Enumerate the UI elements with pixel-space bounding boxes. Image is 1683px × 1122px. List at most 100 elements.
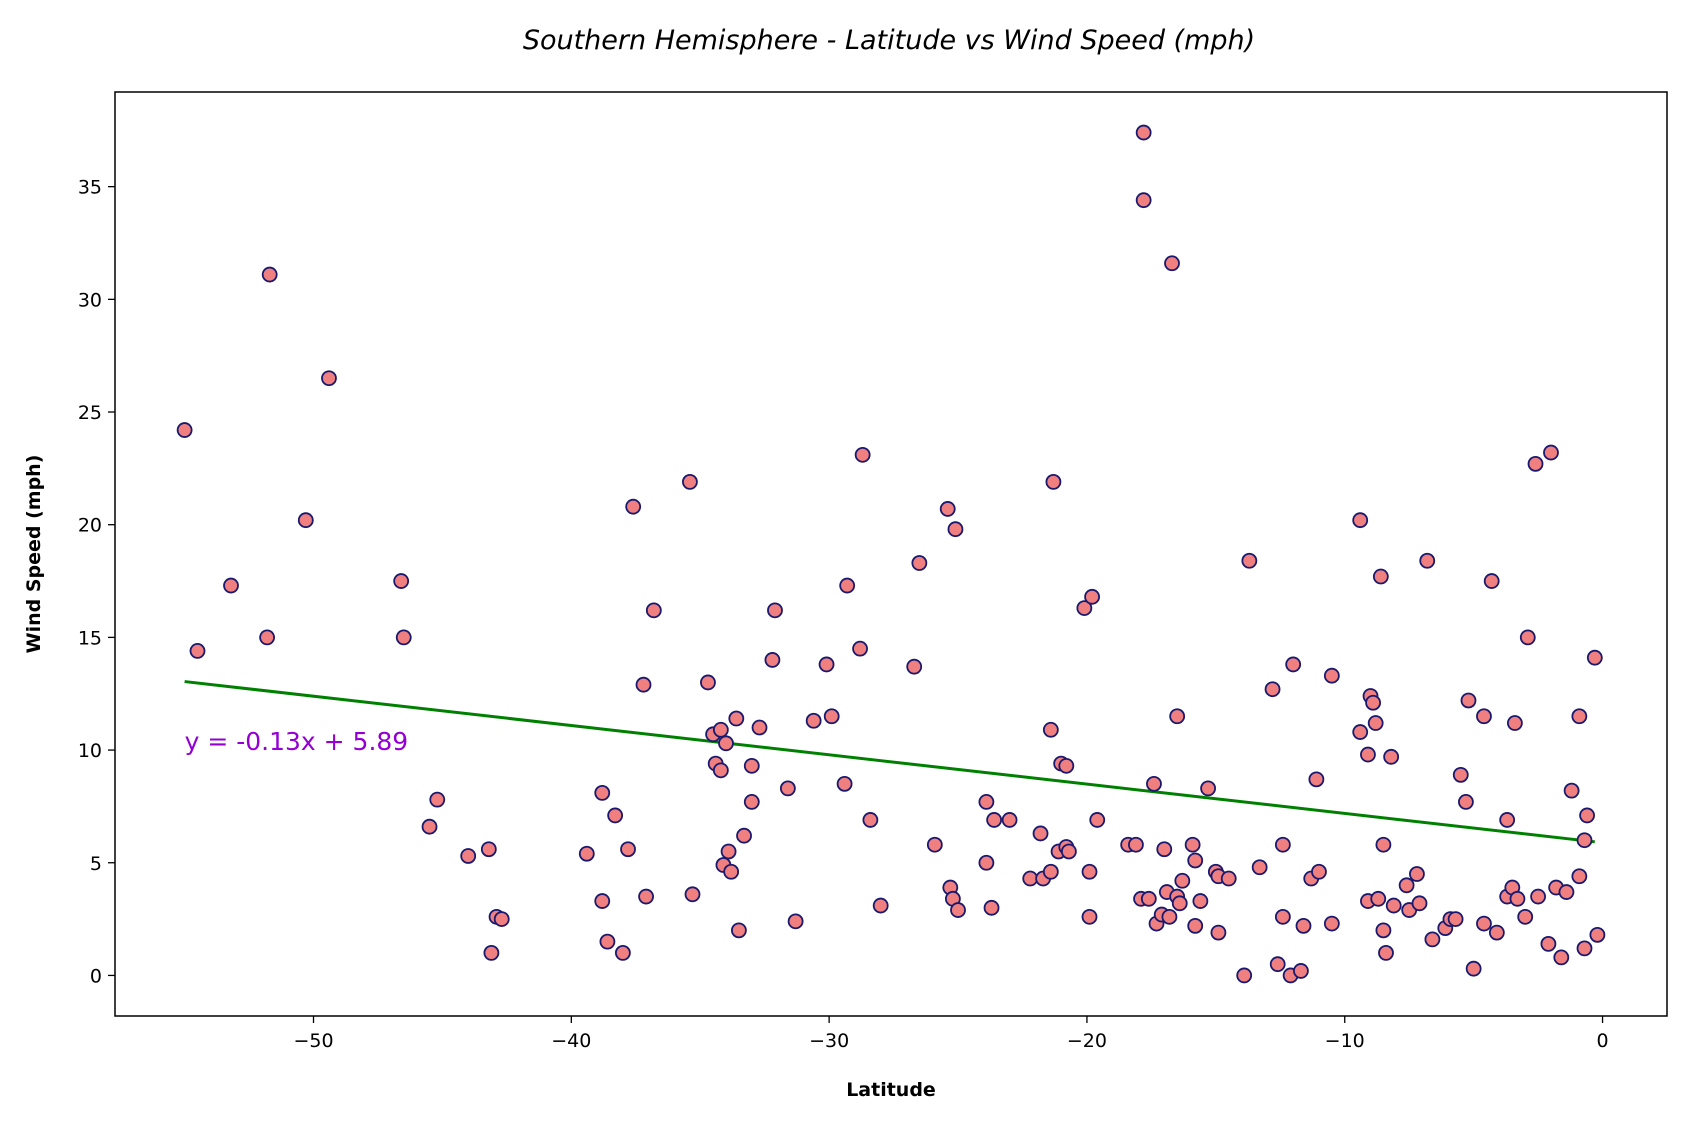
data-point	[700, 674, 716, 691]
data-point	[743, 757, 760, 774]
data-point	[1146, 775, 1162, 792]
data-point	[1089, 812, 1106, 828]
data-point	[1519, 629, 1536, 646]
data-point	[1488, 924, 1505, 941]
y-tick-label: 15	[78, 627, 102, 649]
data-point	[1506, 715, 1523, 731]
data-point	[1540, 935, 1557, 952]
data-point	[645, 602, 662, 619]
data-point	[1042, 721, 1059, 738]
data-point	[779, 780, 796, 797]
data-point	[805, 712, 822, 729]
data-point	[862, 812, 879, 828]
data-point	[1527, 455, 1544, 472]
data-point	[1001, 812, 1018, 828]
x-tick-label: −50	[293, 1030, 333, 1052]
data-point	[1383, 748, 1400, 765]
y-tick-label: 5	[90, 853, 102, 875]
data-point	[1530, 888, 1546, 905]
data-point	[718, 735, 734, 752]
data-point	[983, 899, 1000, 916]
data-point	[189, 643, 206, 659]
x-tick-label: −20	[1067, 1030, 1107, 1052]
data-point	[395, 629, 412, 646]
data-point	[1084, 588, 1100, 605]
data-point	[736, 827, 752, 844]
x-axis-label: Latitude	[846, 1079, 936, 1101]
y-tick-label: 0	[90, 965, 102, 987]
data-point	[1465, 960, 1482, 977]
data-point	[1571, 868, 1588, 885]
data-point	[261, 266, 278, 283]
regression-layer	[184, 680, 1595, 844]
data-points	[176, 124, 1606, 984]
data-point	[852, 640, 868, 657]
data-point	[872, 897, 889, 914]
data-point	[978, 854, 995, 871]
data-point	[393, 573, 410, 589]
data-point	[1447, 911, 1464, 927]
data-point	[493, 911, 510, 927]
data-point	[1476, 915, 1492, 932]
data-point	[1236, 967, 1253, 984]
data-point	[614, 944, 631, 961]
data-point	[635, 676, 652, 693]
data-point	[947, 521, 964, 538]
data-point	[1409, 866, 1425, 882]
data-point	[730, 922, 747, 939]
data-point	[682, 473, 698, 490]
data-point	[1169, 708, 1186, 725]
data-point	[684, 886, 701, 903]
data-point	[1323, 915, 1340, 932]
data-point	[1156, 841, 1173, 858]
data-point	[1140, 890, 1157, 907]
data-point	[764, 652, 781, 668]
data-point	[818, 656, 835, 673]
data-point	[1042, 863, 1059, 880]
data-point	[223, 577, 239, 594]
data-point	[594, 784, 611, 801]
chart-title: Southern Hemisphere - Latitude vs Wind S…	[523, 25, 1255, 56]
data-point	[1476, 708, 1492, 725]
data-point	[836, 775, 853, 792]
data-point	[1076, 600, 1093, 616]
data-point	[1458, 794, 1474, 810]
data-point	[1187, 917, 1204, 934]
data-point	[720, 843, 737, 860]
data-point	[1135, 124, 1152, 141]
data-point	[1210, 924, 1227, 941]
data-point	[1375, 922, 1392, 939]
data-point	[480, 841, 497, 858]
y-tick-label: 30	[78, 289, 102, 311]
data-point	[1184, 836, 1201, 853]
data-point	[1372, 568, 1389, 585]
data-point	[578, 845, 595, 862]
data-point	[1460, 692, 1477, 709]
data-point	[1589, 926, 1606, 943]
data-point	[1032, 825, 1049, 842]
data-point	[1200, 780, 1217, 797]
data-point	[1045, 473, 1062, 490]
data-point	[1365, 694, 1381, 711]
x-tick-label: −30	[809, 1030, 849, 1052]
data-point	[1499, 812, 1516, 828]
data-point	[1171, 895, 1188, 912]
data-point	[1174, 872, 1191, 889]
data-point	[429, 791, 446, 808]
data-point	[1571, 708, 1588, 725]
data-point	[1563, 782, 1580, 799]
data-point	[978, 794, 995, 810]
data-point	[1352, 512, 1369, 529]
data-point	[421, 818, 438, 835]
data-point	[1192, 893, 1209, 909]
data-point	[1293, 963, 1309, 979]
y-tick-label: 10	[78, 740, 102, 762]
data-point	[854, 446, 871, 463]
data-point	[625, 498, 642, 515]
data-point	[751, 719, 768, 736]
y-tick-label: 35	[78, 177, 102, 199]
data-point	[1058, 757, 1075, 774]
data-point	[1586, 649, 1603, 666]
regression-equation: y = -0.13x + 5.89	[185, 727, 409, 756]
data-point	[1323, 667, 1340, 684]
